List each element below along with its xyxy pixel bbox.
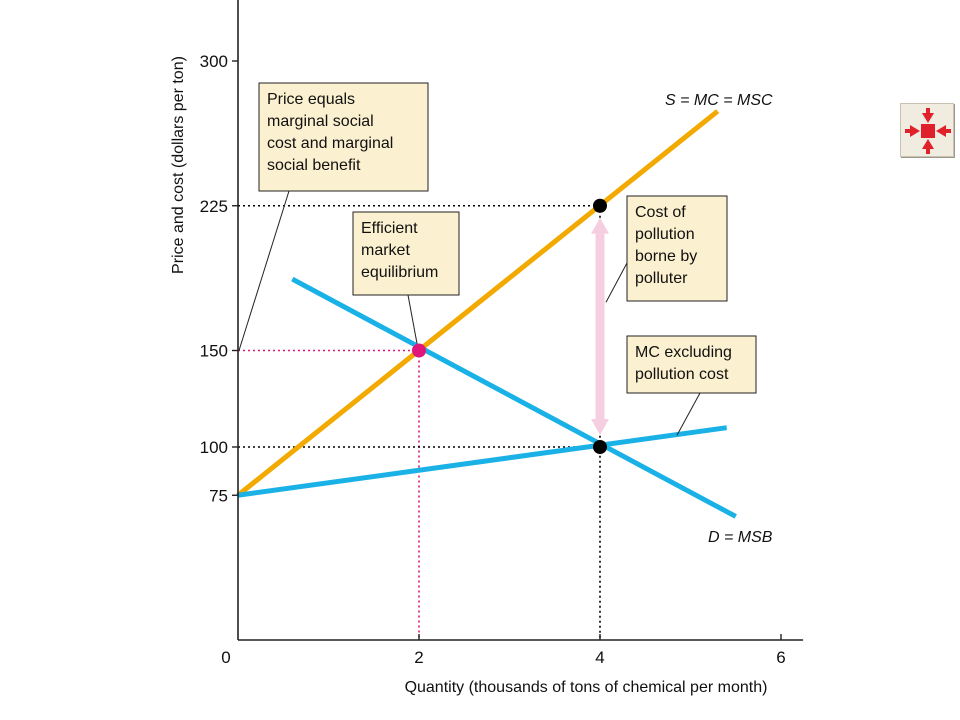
y-tick-label-300: 300 (200, 52, 228, 71)
x-axis-title: Quantity (thousands of tons of chemical … (405, 679, 768, 696)
icon-arrow-stem-1 (926, 148, 930, 154)
series-label-demand: D = MSB (708, 529, 773, 546)
points (412, 198, 607, 454)
icon-arrow-stem-2 (905, 129, 911, 133)
icon-arrow-2 (910, 125, 920, 137)
point-mc-at-4 (593, 440, 607, 454)
icon-arrow-stem-0 (926, 108, 930, 114)
callout-efficient-equilibrium-box (352, 211, 460, 296)
callout-price-equals-line-0: Price equals (267, 91, 355, 108)
callout-mc-excluding-box (626, 335, 757, 394)
series-label-supply: S = MC = MSC (665, 92, 773, 109)
callout-efficient-equilibrium-line-1: market (361, 242, 410, 259)
arrow-head-top (591, 217, 609, 234)
y-tick-label-75: 75 (209, 486, 228, 505)
callout-cost-of-pollution-line-2: borne by (635, 248, 697, 265)
tick-labels: 75 100 150 225 300 0 2 4 6 (200, 52, 786, 667)
callout-mc-excluding-line-1: pollution cost (635, 366, 729, 383)
callout-cost-of-pollution-leader (605, 262, 628, 303)
x-tick-label-0: 0 (221, 648, 230, 667)
y-tick-label-100: 100 (200, 438, 228, 457)
callout-price-equals-line-1: marginal social (267, 113, 374, 130)
callout-price-equals-leader (238, 190, 290, 351)
pollution-cost-arrow (591, 217, 609, 435)
callout-cost-of-pollution: Cost of pollution borne by polluter (605, 195, 728, 303)
callout-cost-of-pollution-line-1: pollution (635, 226, 695, 243)
point-msc-at-4 (593, 198, 607, 213)
x-tick-label-4: 4 (595, 648, 604, 667)
y-tick-label-150: 150 (200, 342, 228, 361)
callout-mc-excluding-leader (676, 392, 701, 436)
mc-excluding-pollution-line (237, 425, 728, 498)
callout-efficient-equilibrium-line-0: Efficient (361, 220, 418, 237)
callout-price-equals-box (258, 82, 429, 192)
callout-cost-of-pollution-line-0: Cost of (635, 204, 686, 221)
supply-msc-line (236, 109, 720, 498)
callout-price-equals-line-3: social benefit (267, 157, 361, 174)
icon-arrow-3 (936, 125, 946, 137)
callout-efficient-equilibrium-leader (407, 294, 418, 344)
series-lines (236, 109, 737, 519)
callout-mc-excluding: MC excluding pollution cost (626, 335, 757, 436)
callout-efficient-equilibrium: Efficient market equilibrium (352, 211, 460, 344)
callout-mc-excluding-line-0: MC excluding (635, 344, 732, 361)
icon-arrow-1 (922, 139, 934, 149)
shrink-arrows-icon (905, 108, 951, 154)
callout-cost-of-pollution-line-3: polluter (635, 270, 688, 287)
arrow-head-bottom (591, 419, 609, 435)
icon-arrow-0 (922, 113, 934, 123)
x-tick-label-6: 6 (776, 648, 785, 667)
icon-arrow-stem-3 (945, 129, 951, 133)
y-axis-title: Price and cost (dollars per ton) (170, 56, 187, 274)
y-tick-label-225: 225 (200, 197, 228, 216)
axes (237, 0, 804, 641)
callout-price-equals-line-2: cost and marginal (267, 135, 393, 152)
point-efficient-equilibrium (412, 343, 426, 358)
callout-cost-of-pollution-box (626, 195, 728, 302)
shrink-view-button[interactable] (900, 103, 954, 157)
x-tick-label-2: 2 (414, 648, 423, 667)
demand-msb-line (291, 276, 737, 519)
callouts: Price equals marginal social cost and marg… (238, 82, 757, 436)
icon-center-square (921, 124, 935, 138)
callout-efficient-equilibrium-line-2: equilibrium (361, 264, 438, 281)
callout-price-equals: Price equals marginal social cost and marg… (238, 82, 429, 351)
